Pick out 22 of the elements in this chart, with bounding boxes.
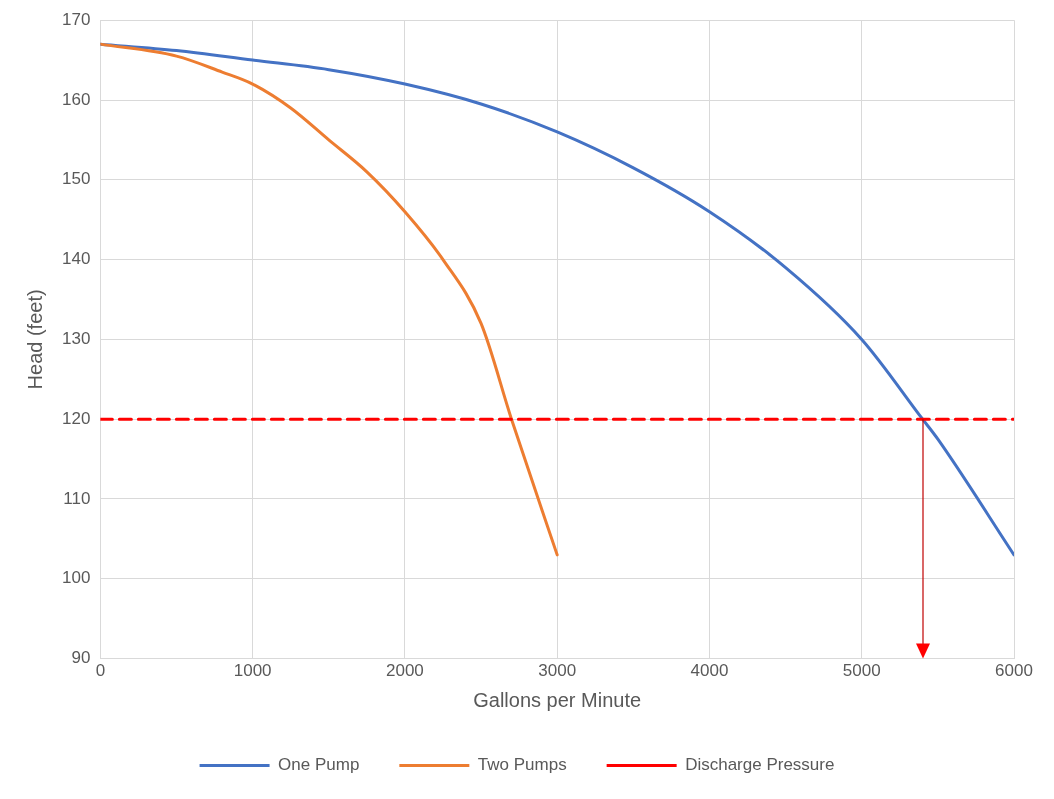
x-tick-label: 6000 — [995, 661, 1033, 681]
line-series — [100, 42, 559, 557]
x-tick-label: 0 — [95, 661, 106, 681]
y-tick-label: 110 — [63, 488, 91, 508]
x-tick-label: 3000 — [538, 661, 577, 681]
y-tick-label: 130 — [61, 329, 91, 349]
y-tick-label: 170 — [61, 9, 91, 29]
x-tick-label: 4000 — [690, 661, 729, 681]
y-tick-label: 90 — [71, 648, 91, 668]
y-axis-title: Head (feet) — [23, 289, 46, 390]
x-tick-label: 1000 — [233, 661, 272, 681]
x-tick-label: 2000 — [386, 661, 424, 681]
x-tick-label: 5000 — [842, 661, 881, 681]
x-axis-title: Gallons per Minute — [473, 688, 642, 711]
legend-label: Discharge Pressure — [685, 755, 835, 775]
y-tick-label: 120 — [61, 408, 91, 428]
legend-label: One Pump — [278, 755, 360, 775]
y-tick-label: 100 — [61, 568, 91, 588]
y-tick-label: 150 — [61, 169, 91, 189]
legend-label: Two Pumps — [477, 755, 567, 775]
y-tick-label: 140 — [61, 249, 91, 269]
y-tick-label: 160 — [61, 89, 91, 109]
